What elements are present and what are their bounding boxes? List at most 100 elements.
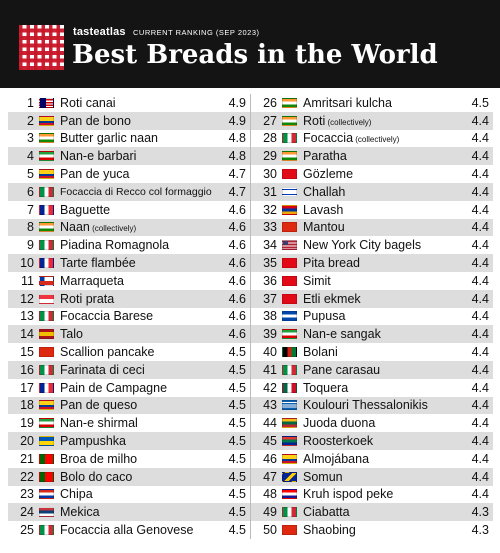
ranking-row: 34New York City bagels4.4 — [251, 236, 493, 254]
ranking-row: 2Pan de bono4.9 — [8, 112, 250, 130]
rating-score: 4.5 — [216, 416, 250, 430]
bread-name: Lavash — [303, 203, 459, 217]
bread-name: Chipa — [60, 487, 216, 501]
rating-score: 4.4 — [459, 131, 493, 145]
flag-lithuania-icon — [282, 418, 297, 428]
flag-malaysia-icon — [39, 98, 54, 108]
rank-number: 11 — [8, 274, 37, 288]
flag-italy-icon — [39, 311, 54, 321]
bread-name: Toquera — [303, 381, 459, 395]
bread-name-suffix: (collectively) — [90, 224, 136, 233]
rank-number: 46 — [251, 452, 280, 466]
flag-india-icon — [282, 98, 297, 108]
ranking-row: 12Roti prata4.6 — [8, 290, 250, 308]
rank-number: 5 — [8, 167, 37, 181]
rank-number: 42 — [251, 381, 280, 395]
bread-name: Focaccia alla Genovese — [60, 523, 216, 537]
flag-singapore-icon — [39, 294, 54, 304]
ranking-row: 10Tarte flambée4.6 — [8, 254, 250, 272]
ranking-row: 39 Nan-e sangak4.4 — [251, 325, 493, 343]
ranking-row: 6 Focaccia di Recco col formaggio4.7 — [8, 183, 250, 201]
flag-italy-icon — [282, 507, 297, 517]
ranking-row: 14Talo4.6 — [8, 325, 250, 343]
flag-india-icon — [39, 222, 54, 232]
rating-score: 4.7 — [216, 167, 250, 181]
bread-name: Focaccia di Recco col formaggio — [60, 186, 216, 198]
bread-name: Kruh ispod peke — [303, 487, 459, 501]
rating-score: 4.5 — [216, 505, 250, 519]
flag-italy-icon — [282, 365, 297, 375]
flag-france-icon — [39, 205, 54, 215]
rank-number: 1 — [8, 96, 37, 110]
flag-portugal-icon — [39, 454, 54, 464]
flag-iran-icon — [39, 418, 54, 428]
bread-name: Pain de Campagne — [60, 381, 216, 395]
rank-number: 49 — [251, 505, 280, 519]
ranking-row: 3Butter garlic naan4.8 — [8, 130, 250, 148]
rank-number: 12 — [8, 292, 37, 306]
bread-name: Etli ekmek — [303, 292, 459, 306]
flag-italy-icon — [39, 525, 54, 535]
rank-number: 6 — [8, 185, 37, 199]
rank-number: 18 — [8, 398, 37, 412]
ranking-row: 19Nan-e shirmal4.5 — [8, 414, 250, 432]
bread-name: Focaccia Barese — [60, 309, 216, 323]
ranking-row: 44Juoda duona4.4 — [251, 414, 493, 432]
rank-number: 16 — [8, 363, 37, 377]
rank-number: 25 — [8, 523, 37, 537]
rating-score: 4.4 — [459, 452, 493, 466]
rating-score: 4.3 — [459, 505, 493, 519]
flag-south-africa-icon — [282, 436, 297, 446]
checkered-tablecloth-logo-icon — [19, 25, 64, 70]
rank-number: 45 — [251, 434, 280, 448]
header: tasteatlas CURRENT RANKING (SEP 2023) Be… — [0, 0, 500, 88]
rating-score: 4.5 — [216, 523, 250, 537]
ranking-column-right: 26Amritsari kulcha4.527Roti (collectivel… — [251, 94, 493, 539]
rank-number: 3 — [8, 131, 37, 145]
flag-chile-icon — [39, 276, 54, 286]
flag-india-icon — [282, 116, 297, 126]
bread-name: Gözleme — [303, 167, 459, 181]
bread-name: Farinata di ceci — [60, 363, 216, 377]
rating-score: 4.4 — [459, 470, 493, 484]
ranking-row: 45Roosterkoek4.4 — [251, 432, 493, 450]
bread-name: Roti prata — [60, 292, 216, 306]
ranking-row: 42Toquera4.4 — [251, 379, 493, 397]
flag-armenia-icon — [282, 205, 297, 215]
page-title: Best Breads in the World — [72, 40, 438, 70]
bread-name: Marraqueta — [60, 274, 216, 288]
ranking-row: 8Naan (collectively)4.6 — [8, 219, 250, 237]
ranking-row: 41Pane carasau4.4 — [251, 361, 493, 379]
ranking-row: 27Roti (collectively)4.4 — [251, 112, 493, 130]
flag-turkey-icon — [282, 276, 297, 286]
ranking-column-left: 1Roti canai4.92Pan de bono4.93Butter gar… — [8, 94, 250, 539]
rank-number: 32 — [251, 203, 280, 217]
rank-number: 39 — [251, 327, 280, 341]
flag-colombia-icon — [39, 400, 54, 410]
ranking-row: 33Mantou4.4 — [251, 219, 493, 237]
rank-number: 19 — [8, 416, 37, 430]
ranking-row: 1Roti canai4.9 — [8, 94, 250, 112]
rank-number: 23 — [8, 487, 37, 501]
rank-number: 35 — [251, 256, 280, 270]
flag-india-icon — [282, 151, 297, 161]
rank-number: 17 — [8, 381, 37, 395]
bread-name: Nan-e sangak — [303, 327, 459, 341]
ranking-row: 31Challah4.4 — [251, 183, 493, 201]
rank-number: 40 — [251, 345, 280, 359]
rating-score: 4.7 — [216, 185, 250, 199]
rank-number: 47 — [251, 470, 280, 484]
rating-score: 4.5 — [216, 470, 250, 484]
rank-number: 20 — [8, 434, 37, 448]
flag-el-salvador-icon — [282, 311, 297, 321]
rating-score: 4.4 — [459, 327, 493, 341]
bread-name: Koulouri Thessalonikis — [303, 398, 459, 412]
ranking-row: 47Somun4.4 — [251, 468, 493, 486]
rank-number: 22 — [8, 470, 37, 484]
rating-score: 4.4 — [459, 345, 493, 359]
flag-iran-icon — [282, 329, 297, 339]
rating-score: 4.6 — [216, 220, 250, 234]
flag-ukraine-icon — [39, 436, 54, 446]
rating-score: 4.4 — [459, 292, 493, 306]
ranking-row: 35Pita bread4.4 — [251, 254, 493, 272]
